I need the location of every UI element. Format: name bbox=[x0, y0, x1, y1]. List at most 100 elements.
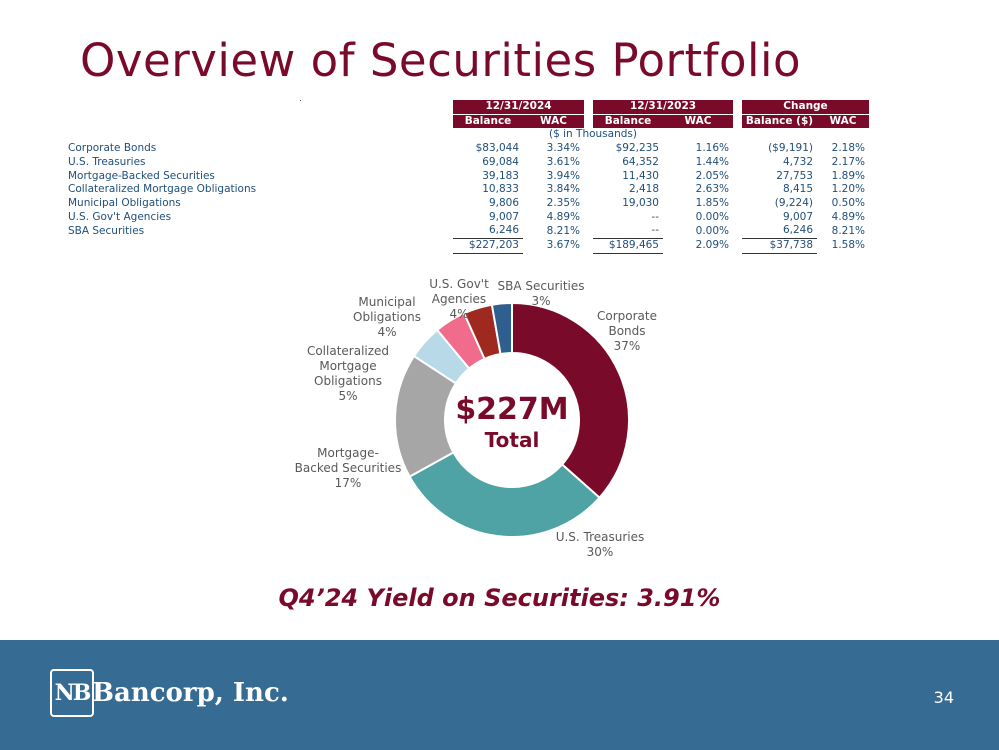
donut-center-label: Total bbox=[485, 428, 540, 452]
donut-slice bbox=[408, 451, 601, 538]
table-cell: 27,753 bbox=[776, 169, 813, 182]
table-row: U.S. Treasuries 69,084 3.61% 64,352 1.44% 4,7… bbox=[68, 156, 869, 170]
table-cell: 1.44% bbox=[695, 155, 729, 168]
total-cell: 1.58% bbox=[831, 239, 865, 252]
table-cell: 0.00% bbox=[695, 224, 729, 237]
table-cell: 10,833 bbox=[482, 183, 519, 196]
slice-percent-label: 17% bbox=[335, 476, 362, 490]
slice-percent-label: 30% bbox=[587, 545, 614, 559]
slice-name-label: U.S. Treasuries bbox=[556, 530, 645, 544]
slice-name-label: Mortgage bbox=[319, 359, 376, 373]
table-cell: 9,806 bbox=[488, 196, 519, 209]
table-cell: 1.85% bbox=[695, 196, 729, 209]
row-label: Corporate Bonds bbox=[68, 142, 157, 155]
table-cell: 8.21% bbox=[546, 224, 580, 237]
table-row: Mortgage-Backed Securities 39,183 3.94% 11,… bbox=[68, 170, 869, 184]
yield-callout: Q4’24 Yield on Securities: 3.91% bbox=[278, 584, 721, 612]
table-cell: 2.18% bbox=[831, 142, 865, 155]
table-cell: 9,007 bbox=[782, 210, 813, 223]
row-label: SBA Securities bbox=[68, 224, 145, 237]
table-cell: 6,246 bbox=[453, 224, 523, 240]
table-cell: 4.89% bbox=[546, 210, 580, 223]
table-cell: $83,044 bbox=[475, 142, 519, 155]
row-label: U.S. Treasuries bbox=[68, 155, 146, 168]
footer-bar bbox=[0, 640, 999, 750]
table-cell: 8.21% bbox=[831, 224, 865, 237]
table-cell: (9,224) bbox=[774, 196, 813, 209]
table-cell: 3.61% bbox=[546, 155, 580, 168]
donut-center-value: $227M bbox=[455, 392, 568, 427]
table-cell: 19,030 bbox=[622, 196, 659, 209]
slice-percent-label: 4% bbox=[377, 325, 396, 339]
group-header-change: Change bbox=[742, 100, 869, 115]
slice-percent-label: 37% bbox=[614, 339, 641, 353]
table-cell: 8,415 bbox=[782, 183, 813, 196]
table-row: U.S. Gov't Agencies 9,007 4.89% -- 0.00% 9,00… bbox=[68, 211, 869, 225]
page-number: 34 bbox=[933, 688, 954, 707]
slice-name-label: Municipal bbox=[358, 295, 415, 309]
table-cell: 4.89% bbox=[831, 210, 865, 223]
col-header: Balance ($) bbox=[742, 114, 817, 129]
row-label: U.S. Gov't Agencies bbox=[68, 210, 172, 223]
logo-text: Bancorp, Inc. bbox=[92, 678, 289, 708]
table-cell: 0.00% bbox=[695, 210, 729, 223]
total-cell: 2.09% bbox=[695, 239, 729, 252]
col-header: WAC bbox=[663, 114, 733, 129]
group-header-2023: 12/31/2023 bbox=[593, 100, 733, 115]
col-header: Balance bbox=[593, 114, 663, 129]
col-header: WAC bbox=[817, 114, 869, 129]
col-header: Balance bbox=[453, 114, 523, 129]
slice-percent-label: 3% bbox=[531, 294, 550, 308]
slice-percent-label: 5% bbox=[338, 389, 357, 403]
table-cell: 1.16% bbox=[695, 142, 729, 155]
table-cell: 69,084 bbox=[482, 155, 519, 168]
table-cell: 2.05% bbox=[695, 169, 729, 182]
slice-name-label: U.S. Gov't bbox=[429, 277, 489, 291]
table-cell: ($9,191) bbox=[768, 142, 813, 155]
table-row: SBA Securities 6,246 8.21% -- 0.00% 6,246 8.21… bbox=[68, 224, 869, 240]
col-header: WAC bbox=[523, 114, 584, 129]
table-cell: 0.50% bbox=[831, 196, 865, 209]
table-cell: 39,183 bbox=[482, 169, 519, 182]
row-label: Collateralized Mortgage Obligations bbox=[68, 183, 257, 196]
slice-name-label: Obligations bbox=[353, 310, 421, 324]
table-cell: -- bbox=[593, 224, 663, 240]
table-row: Collateralized Mortgage Obligations 10,83… bbox=[68, 183, 869, 197]
page-title: Overview of Securities Portfolio bbox=[80, 34, 802, 87]
table-cell: 1.89% bbox=[831, 169, 865, 182]
slice-name-label: Obligations bbox=[314, 374, 382, 388]
table-row: Corporate Bonds $83,044 3.34% $92,235 1.16% (… bbox=[68, 142, 869, 156]
logo-mark: NB bbox=[50, 669, 94, 717]
units-row: ($ in Thousands) bbox=[68, 128, 869, 142]
company-logo: NB Bancorp, Inc. bbox=[50, 669, 289, 717]
units-label: ($ in Thousands) bbox=[549, 128, 637, 141]
table-group-header: 12/31/2024 12/31/2023 Change bbox=[68, 100, 869, 115]
donut-slice bbox=[490, 301, 513, 356]
table-cell: 6,246 bbox=[742, 224, 817, 240]
total-cell: 3.67% bbox=[546, 239, 580, 252]
table-cell: 3.34% bbox=[546, 142, 580, 155]
table-cell: 9,007 bbox=[488, 210, 519, 223]
total-cell: $37,738 bbox=[742, 238, 817, 254]
total-row: $227,203 3.67% $189,465 2.09% $37,738 1.… bbox=[68, 238, 869, 254]
table-cell: 2,418 bbox=[628, 183, 659, 196]
slice-name-label: Backed Securities bbox=[295, 461, 402, 475]
table-cell: 3.84% bbox=[546, 183, 580, 196]
stray-dot bbox=[300, 100, 301, 101]
table-cell: 1.20% bbox=[831, 183, 865, 196]
slice-name-label: Agencies bbox=[432, 292, 486, 306]
table-row: Municipal Obligations 9,806 2.35% 19,030 1.8… bbox=[68, 197, 869, 211]
total-cell: $227,203 bbox=[453, 238, 523, 254]
slice-name-label: Corporate bbox=[597, 309, 657, 323]
table-cell: 4,732 bbox=[782, 155, 813, 168]
table-cell: $92,235 bbox=[615, 142, 659, 155]
slice-percent-label: 4% bbox=[449, 307, 468, 321]
group-header-2024: 12/31/2024 bbox=[453, 100, 584, 115]
table-cell: 64,352 bbox=[622, 155, 659, 168]
table-cell: 11,430 bbox=[622, 169, 659, 182]
table-cell: 3.94% bbox=[546, 169, 580, 182]
table-sub-header: Balance WAC Balance WAC Balance ($) WAC bbox=[68, 114, 869, 129]
slice-name-label: Bonds bbox=[608, 324, 645, 338]
slice-name-label: Mortgage- bbox=[317, 446, 379, 460]
